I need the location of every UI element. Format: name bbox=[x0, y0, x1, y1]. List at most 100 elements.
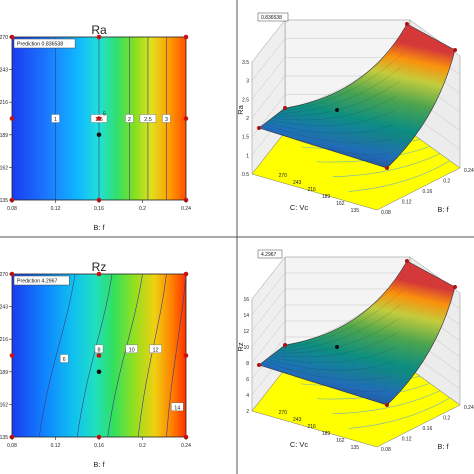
surface-design-point bbox=[453, 48, 457, 52]
contour-label: 3 bbox=[165, 117, 168, 123]
surface-mesh-line bbox=[271, 332, 398, 358]
z-tick-label: 3 bbox=[246, 79, 249, 85]
contour-label-box bbox=[51, 114, 60, 123]
y-tick-label: 135 bbox=[351, 445, 360, 451]
contour-label: 12 bbox=[152, 347, 158, 353]
contour-label-box bbox=[94, 344, 104, 354]
z-grid-line bbox=[251, 75, 286, 119]
prediction-label: 0.836538 bbox=[261, 15, 282, 21]
prediction-label: Prediction 0.836538 bbox=[17, 42, 63, 48]
prediction-box bbox=[13, 275, 70, 286]
y-axis-label: C: Vc bbox=[290, 203, 309, 212]
surface-mesh-line bbox=[282, 275, 406, 348]
y-tick-label: 162 bbox=[0, 165, 8, 171]
rz-surface-panel: 2 4 6 8 10 12 14 16 Rz 4.2967 270 243 216 189 162 135 C:… bbox=[236, 249, 474, 453]
y-tick-label: 162 bbox=[0, 402, 8, 408]
z-tick-label: 4 bbox=[246, 393, 249, 399]
design-point bbox=[183, 271, 189, 277]
contour-label: 10 bbox=[129, 347, 135, 353]
contour-label-box bbox=[171, 402, 184, 412]
contour-label: 6 bbox=[63, 357, 66, 363]
surface-design-point bbox=[257, 126, 261, 130]
x-tick-label: 0.12 bbox=[402, 437, 412, 443]
surface-mesh-line bbox=[274, 81, 400, 117]
surface-mesh-line bbox=[261, 125, 390, 155]
z-grid-line bbox=[251, 288, 286, 332]
design-point bbox=[9, 116, 15, 121]
design-point bbox=[96, 116, 102, 121]
floor-contour-line bbox=[332, 153, 441, 177]
y-tick-label: 243 bbox=[0, 305, 8, 311]
design-point bbox=[183, 353, 189, 358]
surface-mesh-line bbox=[279, 52, 404, 113]
x-tick-label: 0.08 bbox=[7, 443, 17, 449]
prediction-box bbox=[257, 12, 289, 22]
surface-design-point bbox=[257, 363, 261, 367]
design-point bbox=[183, 34, 189, 40]
y-tick-label: 243 bbox=[293, 180, 302, 186]
surface-design-point bbox=[283, 106, 287, 110]
x-axis-label: B: f bbox=[437, 205, 449, 214]
x-tick-label: 0.2 bbox=[443, 179, 450, 185]
x-tick-label: 0.08 bbox=[7, 206, 17, 212]
prediction-box bbox=[257, 249, 283, 259]
surface-design-point bbox=[453, 285, 457, 289]
y-tick-label: 135 bbox=[0, 198, 8, 204]
surface-design-point bbox=[385, 403, 389, 407]
contour-label-box bbox=[125, 114, 134, 123]
y-tick-label: 243 bbox=[0, 68, 8, 74]
design-point bbox=[96, 353, 102, 358]
surface-prediction-point bbox=[335, 108, 339, 112]
z-grid-line bbox=[251, 19, 286, 63]
surface-mesh-line bbox=[282, 38, 406, 111]
contour-label-box bbox=[162, 114, 171, 123]
surface-mesh-line bbox=[274, 318, 400, 354]
y-tick-label: 270 bbox=[0, 35, 8, 41]
contour-label-box bbox=[149, 344, 162, 354]
y-axis-label: C: Vc bbox=[290, 440, 309, 449]
z-tick-label: 1.5 bbox=[242, 135, 249, 141]
z-tick-label: 8 bbox=[246, 361, 249, 367]
x-tick-label: 0.16 bbox=[94, 443, 104, 449]
x-tick-label: 0.08 bbox=[381, 447, 391, 453]
y-tick-label: 216 bbox=[0, 337, 8, 343]
z-axis-label: Ra bbox=[236, 104, 245, 114]
floor-contour-line bbox=[348, 160, 451, 192]
z-tick-label: 16 bbox=[243, 297, 249, 303]
x-tick-label: 0.12 bbox=[402, 200, 412, 206]
x-tick-label: 0.24 bbox=[181, 443, 191, 449]
x-axis-label: B: f bbox=[93, 223, 105, 232]
x-tick-label: 0.24 bbox=[181, 206, 191, 212]
y-tick-label: 135 bbox=[0, 435, 8, 441]
x-tick-label: 0.16 bbox=[423, 189, 433, 195]
floor-contour-line bbox=[332, 390, 441, 414]
contour-label: 8 bbox=[97, 347, 100, 353]
surface-mesh-line bbox=[261, 362, 390, 392]
x-tick-label: 0.24 bbox=[464, 168, 474, 174]
z-grid-line bbox=[251, 272, 286, 316]
z-tick-label: 14 bbox=[243, 313, 249, 319]
z-tick-label: 10 bbox=[243, 345, 249, 351]
y-tick-label: 189 bbox=[0, 133, 8, 139]
contour-label: 1 bbox=[54, 117, 57, 123]
chart-title: Ra bbox=[91, 23, 107, 37]
y-tick-label: 216 bbox=[307, 424, 316, 430]
rz-contour-panel: Rz 6 8 10 12 14 Prediction 4.2967 135 162 189 216 2… bbox=[0, 260, 191, 469]
z-tick-label: 2 bbox=[246, 409, 249, 415]
prediction-box bbox=[13, 38, 76, 49]
y-tick-label: 270 bbox=[279, 410, 288, 416]
contour-label-box bbox=[139, 114, 157, 123]
design-point bbox=[96, 34, 102, 40]
center-replicates-label: 5 bbox=[103, 112, 106, 118]
y-tick-label: 216 bbox=[0, 100, 8, 106]
prediction-point bbox=[96, 369, 102, 375]
surface-mesh-line bbox=[269, 110, 396, 126]
y-tick-label: 243 bbox=[293, 417, 302, 423]
floor-contour-line bbox=[348, 397, 451, 429]
x-tick-label: 0.2 bbox=[139, 443, 146, 449]
z-tick-label: 0.5 bbox=[242, 172, 249, 178]
x-tick-label: 0.2 bbox=[139, 206, 146, 212]
y-tick-label: 270 bbox=[279, 173, 288, 179]
surface-design-point bbox=[405, 22, 409, 26]
design-point bbox=[183, 116, 189, 121]
